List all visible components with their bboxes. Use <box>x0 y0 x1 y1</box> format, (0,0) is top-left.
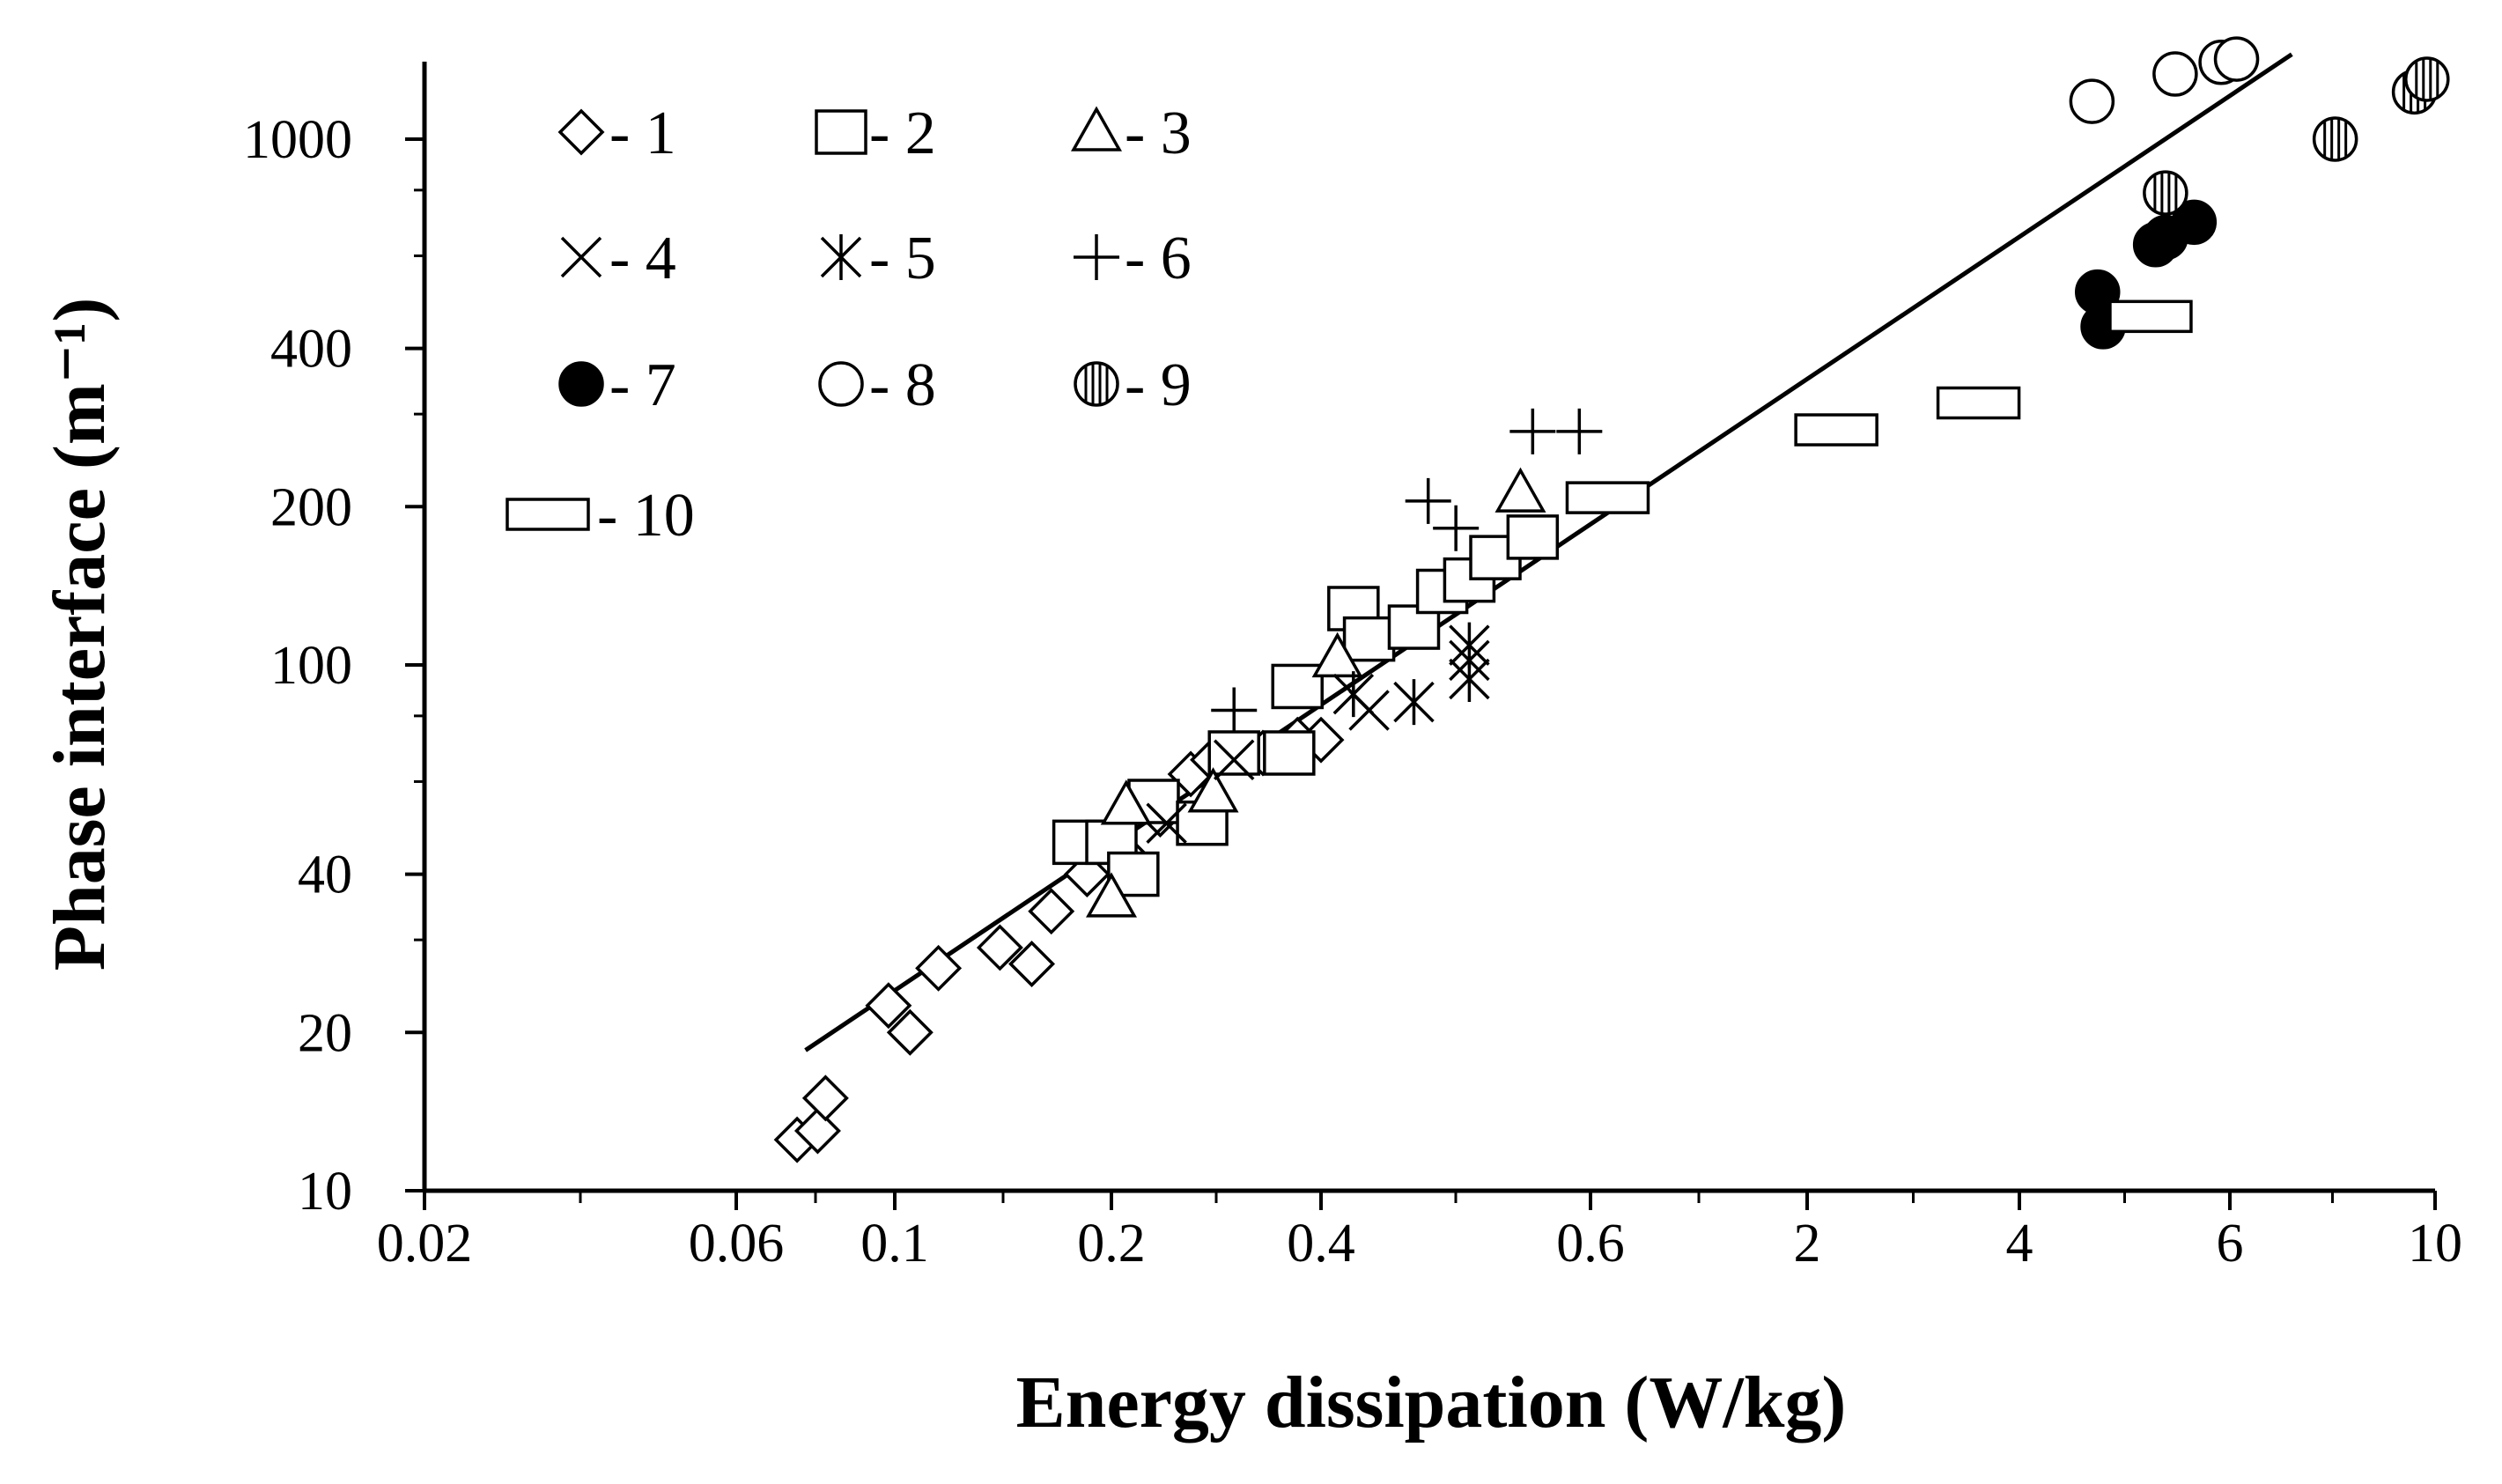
y-tick-label: 100 <box>270 636 352 696</box>
x-tick-label: 0.02 <box>377 1214 473 1274</box>
legend-marker-6 <box>1074 234 1119 280</box>
series-5-point <box>1332 671 1375 718</box>
series-1-point <box>1008 941 1056 987</box>
y-axis-title: Phase interface (m⁻¹) <box>39 298 121 971</box>
x-tick-label: 4 <box>2006 1214 2033 1274</box>
series-2-point <box>1342 616 1396 662</box>
x-tick-label: 6 <box>2217 1214 2244 1274</box>
x-tick-label: 0.1 <box>860 1214 929 1274</box>
series-1-point <box>915 944 963 992</box>
legend-marker-9 <box>1074 361 1119 407</box>
series-6-point <box>1211 687 1258 734</box>
y-tick-label: 200 <box>270 477 352 537</box>
series-7-point <box>2171 199 2218 246</box>
series-9-point <box>2312 116 2358 162</box>
series-8-point <box>2152 51 2198 97</box>
legend-label-4: - 4 <box>609 225 676 292</box>
series-5-point <box>1393 679 1435 726</box>
series-2-point <box>1263 730 1316 776</box>
series-3-point <box>1086 872 1137 918</box>
series-5-point <box>1449 622 1490 668</box>
legend-item-5: - 5 <box>820 225 936 292</box>
axes: 0.02 0.06 0.1 0.2 0.4 0.6 2 4 6 10 10 20 40 100 200 400… <box>243 62 2462 1274</box>
legend-label-1: - 1 <box>609 100 676 167</box>
legend-label-9: - 9 <box>1125 351 1192 419</box>
series-4-point <box>1146 802 1187 844</box>
legend-marker-8 <box>818 361 864 407</box>
series-4-point <box>1213 739 1255 780</box>
legend-marker-3 <box>1071 106 1122 151</box>
legend-label-8: - 8 <box>869 351 936 419</box>
x-tick-label: 0.06 <box>689 1214 785 1274</box>
series-2-point <box>1107 851 1160 897</box>
series-3-point <box>1311 631 1363 678</box>
series-2-point <box>1271 663 1324 710</box>
series-6-point <box>1405 477 1451 524</box>
legend-marker-10 <box>506 498 590 531</box>
series-1-point <box>793 1107 841 1155</box>
legend-marker-5 <box>820 234 862 280</box>
series-8-point <box>2213 36 2260 82</box>
legend-marker-4 <box>560 236 602 278</box>
legend-marker-1 <box>557 108 605 156</box>
legend-label-3: - 3 <box>1125 100 1192 167</box>
legend: - 1 - 2 - 3 - 4 - 5 - 6 - 7 - 8 - 9 - 10 <box>506 100 1192 550</box>
legend-item-7: - 7 <box>558 351 676 419</box>
legend-item-3: - 3 <box>1071 100 1192 167</box>
x-tick-label: 10 <box>2408 1214 2462 1274</box>
legend-label-7: - 7 <box>609 351 676 419</box>
y-tick-label: 10 <box>298 1162 352 1222</box>
series-8-point <box>2069 78 2115 124</box>
data-points <box>773 36 2450 1163</box>
legend-item-8: - 8 <box>818 351 936 419</box>
x-axis-title: Energy dissipation (W/kg) <box>1016 1362 1847 1443</box>
legend-item-6: - 6 <box>1074 225 1192 292</box>
y-tick-label: 40 <box>298 845 352 905</box>
legend-marker-2 <box>815 109 867 155</box>
legend-item-2: - 2 <box>815 100 936 167</box>
series-6-point <box>1556 408 1603 454</box>
series-9-point <box>2143 170 2188 216</box>
series-10-point <box>1936 386 2021 420</box>
series-1-point <box>801 1074 849 1122</box>
series-1-point <box>976 924 1023 971</box>
series-10-point <box>2108 299 2193 334</box>
legend-label-2: - 2 <box>869 100 936 167</box>
series-1-point <box>886 1008 934 1056</box>
x-tick-label: 0.2 <box>1077 1214 1146 1274</box>
series-2-point <box>1207 730 1260 776</box>
y-tick-label: 20 <box>298 1003 352 1063</box>
series-6-point <box>1433 505 1480 551</box>
series-2-point <box>1506 514 1560 560</box>
series-3-point <box>1495 467 1546 513</box>
x-tick-label: 2 <box>1794 1214 1821 1274</box>
series-3-point <box>1100 779 1152 825</box>
legend-item-4: - 4 <box>560 225 676 292</box>
series-3-point <box>1187 767 1239 813</box>
y-tick-label: 1000 <box>243 110 352 170</box>
legend-label-10: - 10 <box>597 482 695 550</box>
series-10-point <box>1565 481 1650 514</box>
legend-marker-7 <box>558 361 604 407</box>
legend-item-1: - 1 <box>557 100 676 167</box>
series-6-point <box>1509 408 1556 454</box>
legend-label-5: - 5 <box>869 225 936 292</box>
legend-item-10: - 10 <box>506 482 695 550</box>
x-tick-label: 0.6 <box>1556 1214 1625 1274</box>
x-tick-label: 0.4 <box>1287 1214 1355 1274</box>
series-10-point <box>1794 413 1878 447</box>
series-1-point <box>1028 888 1075 935</box>
legend-item-9: - 9 <box>1074 351 1192 419</box>
legend-label-6: - 6 <box>1125 225 1192 292</box>
y-tick-label: 400 <box>270 320 352 380</box>
series-9-point <box>2404 56 2450 102</box>
series-1-point <box>865 982 912 1030</box>
